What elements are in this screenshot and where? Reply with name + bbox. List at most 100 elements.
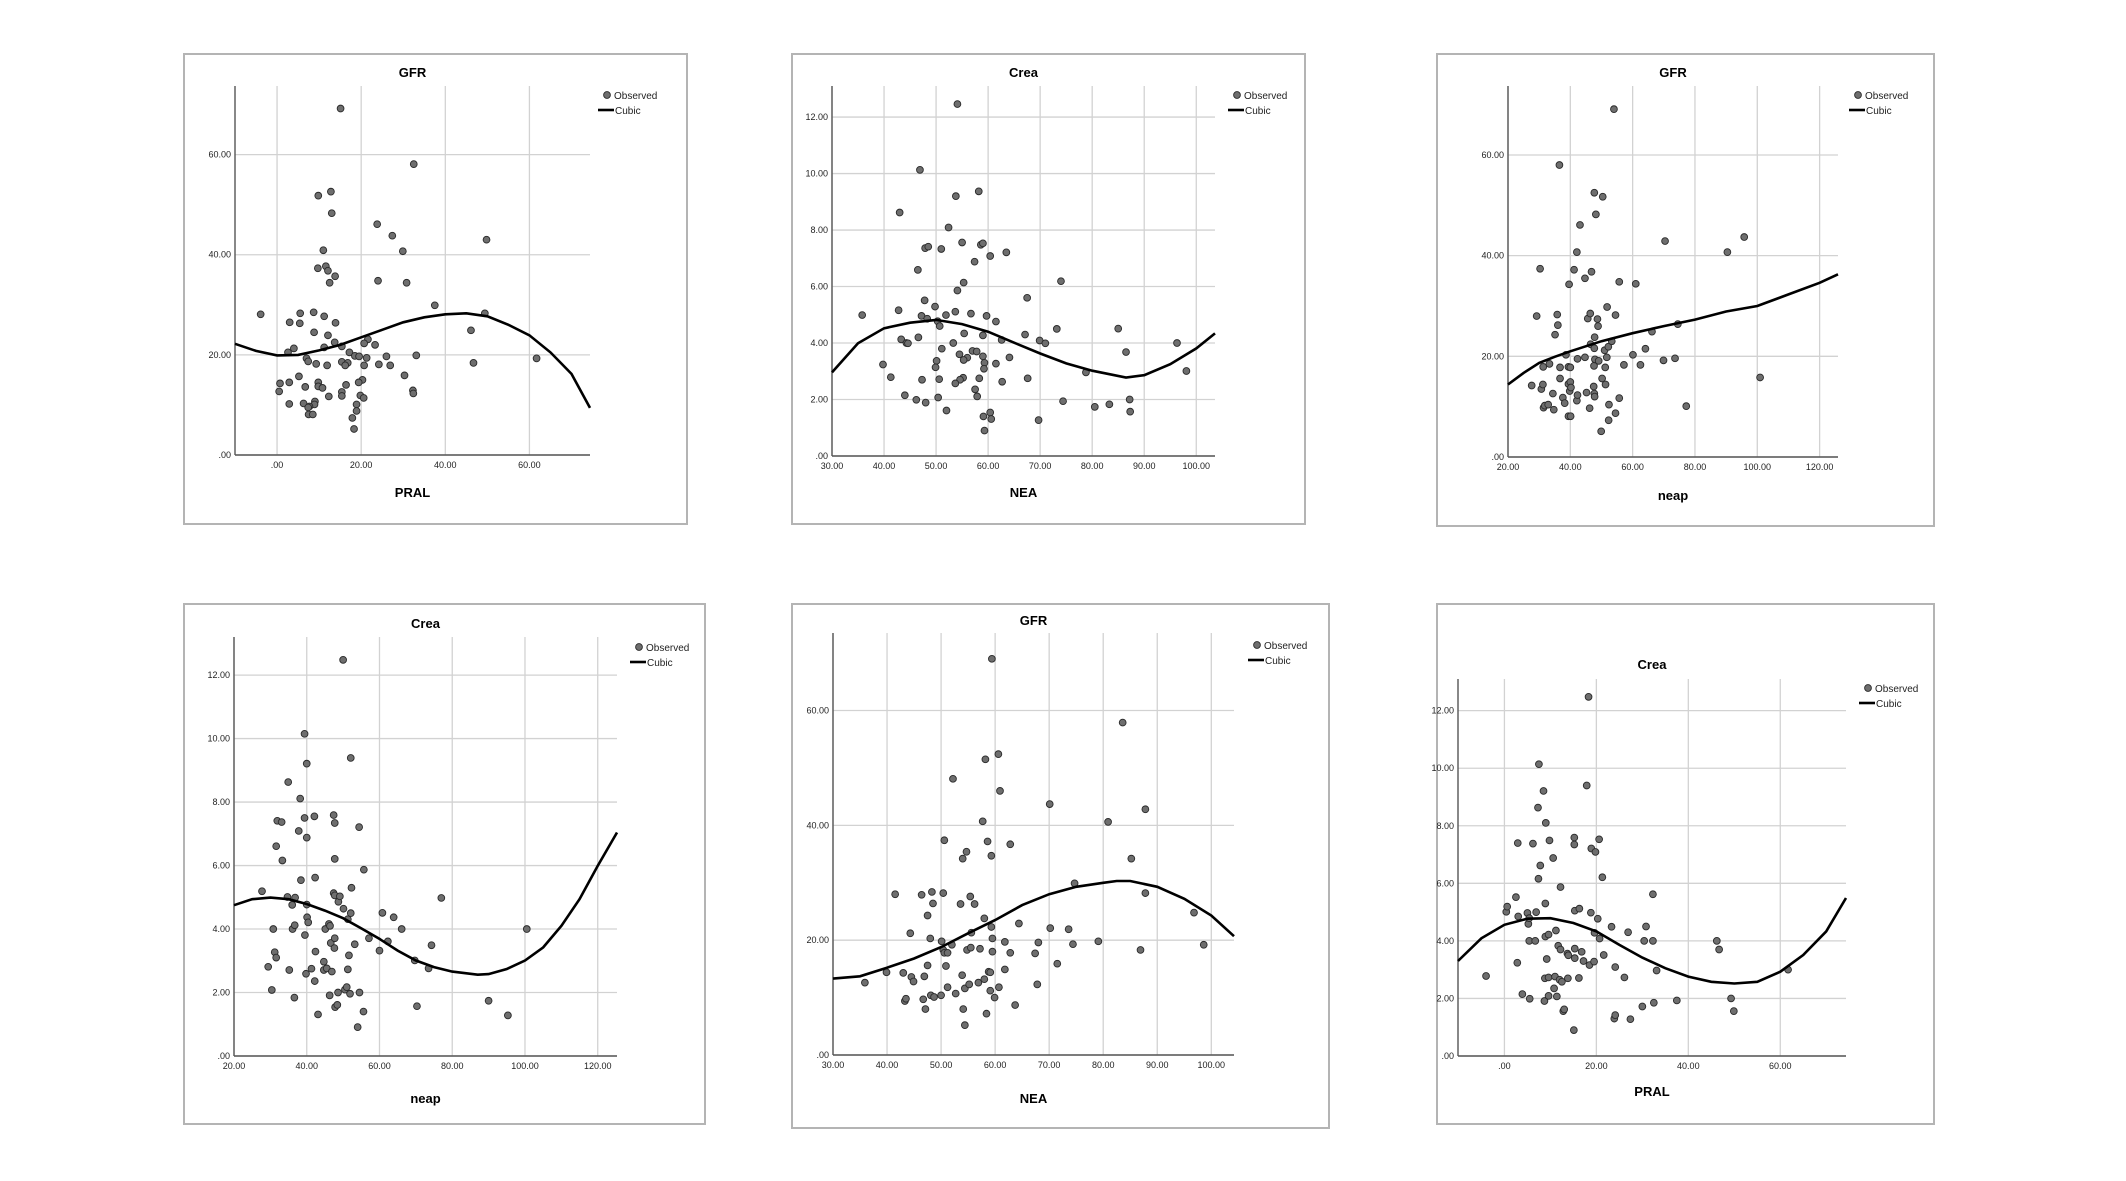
x-axis-label: PRAL: [395, 485, 430, 500]
observed-point: [970, 900, 979, 908]
x-tick-label: 70.00: [1029, 461, 1052, 471]
cubic-fit-line: [233, 831, 619, 977]
observed-point: [935, 322, 944, 330]
legend-observed-marker: [1864, 684, 1872, 692]
observed-point: [982, 1009, 991, 1018]
y-tick-label: 4.00: [810, 338, 828, 348]
chart-title: GFR: [1659, 65, 1687, 80]
observed-point: [345, 951, 353, 960]
x-tick-label: 60.00: [518, 460, 541, 470]
observed-point: [327, 187, 335, 196]
observed-point: [931, 363, 940, 372]
observed-point: [1534, 874, 1543, 883]
observed-point: [1590, 392, 1599, 401]
legend-observed-label: Observed: [1865, 91, 1908, 102]
observed-point: [314, 1010, 322, 1019]
observed-point: [1057, 277, 1065, 286]
observed-point: [1590, 333, 1599, 342]
observed-point: [276, 379, 284, 388]
x-tick-label: 20.00: [350, 460, 373, 470]
observed-point: [937, 937, 946, 946]
observed-point: [906, 929, 915, 938]
observed-point: [1592, 210, 1600, 219]
observed-point: [1570, 954, 1579, 963]
legend-cubic-label: Cubic: [1245, 106, 1271, 117]
observed-point: [1629, 350, 1637, 359]
observed-point: [980, 364, 988, 373]
observed-point: [1584, 692, 1593, 701]
observed-point: [923, 961, 932, 970]
x-tick-label: 70.00: [1038, 1060, 1061, 1070]
observed-point: [1033, 980, 1042, 989]
observed-point: [350, 425, 358, 433]
observed-point: [1649, 998, 1658, 1007]
observed-point: [953, 286, 962, 295]
observed-point: [1570, 840, 1579, 849]
observed-point: [1573, 391, 1582, 399]
observed-point: [943, 983, 952, 992]
observed-point: [284, 778, 293, 786]
legend-observed-label: Observed: [646, 643, 689, 654]
observed-point: [295, 372, 303, 381]
x-tick-label: 60.00: [1621, 462, 1644, 472]
observed-point: [341, 361, 350, 370]
observed-point: [1661, 237, 1669, 245]
legend-cubic-label: Cubic: [615, 106, 641, 117]
observed-point: [1513, 839, 1522, 847]
x-tick-label: 80.00: [1081, 461, 1104, 471]
observed-point: [314, 191, 323, 200]
observed-point: [1021, 330, 1029, 339]
observed-point: [402, 278, 411, 287]
observed-point: [1611, 963, 1620, 971]
y-tick-label: 10.00: [1431, 763, 1454, 773]
observed-point: [1727, 994, 1735, 1003]
observed-point: [921, 1005, 930, 1013]
observed-point: [400, 371, 409, 380]
observed-point: [1587, 267, 1596, 276]
observed-point: [311, 873, 319, 882]
observed-point: [343, 965, 352, 974]
observed-point: [1564, 974, 1572, 983]
observed-point: [1597, 427, 1606, 436]
y-tick-label: 40.00: [1481, 251, 1504, 261]
observed-point: [935, 375, 944, 384]
observed-point: [965, 980, 974, 989]
x-tick-label: .00: [271, 460, 284, 470]
legend-observed-marker: [1854, 91, 1862, 99]
x-tick-label: 60.00: [984, 1060, 1007, 1070]
legend-observed-label: Observed: [1875, 684, 1918, 695]
observed-point: [285, 966, 294, 974]
observed-point: [962, 847, 971, 856]
observed-point: [1682, 402, 1691, 411]
observed-point: [1173, 339, 1181, 347]
observed-point: [1560, 1005, 1569, 1014]
observed-point: [960, 329, 969, 338]
observed-point: [1590, 344, 1599, 353]
y-tick-label: .00: [815, 451, 828, 461]
observed-point: [360, 361, 368, 370]
observed-point: [1525, 994, 1534, 1003]
observed-point: [304, 403, 313, 412]
observed-point: [939, 889, 948, 897]
chart-panel-4: 20.00 40.00 60.00 80.00 100.00 120.00 .00 2.00 4…: [183, 603, 706, 1125]
observed-point: [1581, 353, 1589, 362]
x-tick-label: 80.00: [1684, 462, 1707, 472]
observed-point: [987, 415, 996, 423]
observed-point: [307, 964, 316, 973]
observed-point: [1582, 388, 1591, 397]
observed-point: [1141, 805, 1150, 814]
observed-point: [992, 317, 1000, 326]
observed-point: [355, 352, 363, 361]
observed-point: [346, 754, 355, 762]
x-tick-label: 40.00: [434, 460, 457, 470]
x-tick-label: 40.00: [1677, 1061, 1700, 1071]
observed-point: [346, 909, 355, 918]
observed-point: [1729, 1007, 1738, 1015]
observed-point: [1642, 922, 1650, 931]
observed-point: [1605, 400, 1613, 409]
observed-point: [1569, 1026, 1578, 1034]
observed-point: [1545, 836, 1554, 845]
observed-point: [1607, 922, 1616, 931]
observed-point: [1599, 951, 1608, 959]
